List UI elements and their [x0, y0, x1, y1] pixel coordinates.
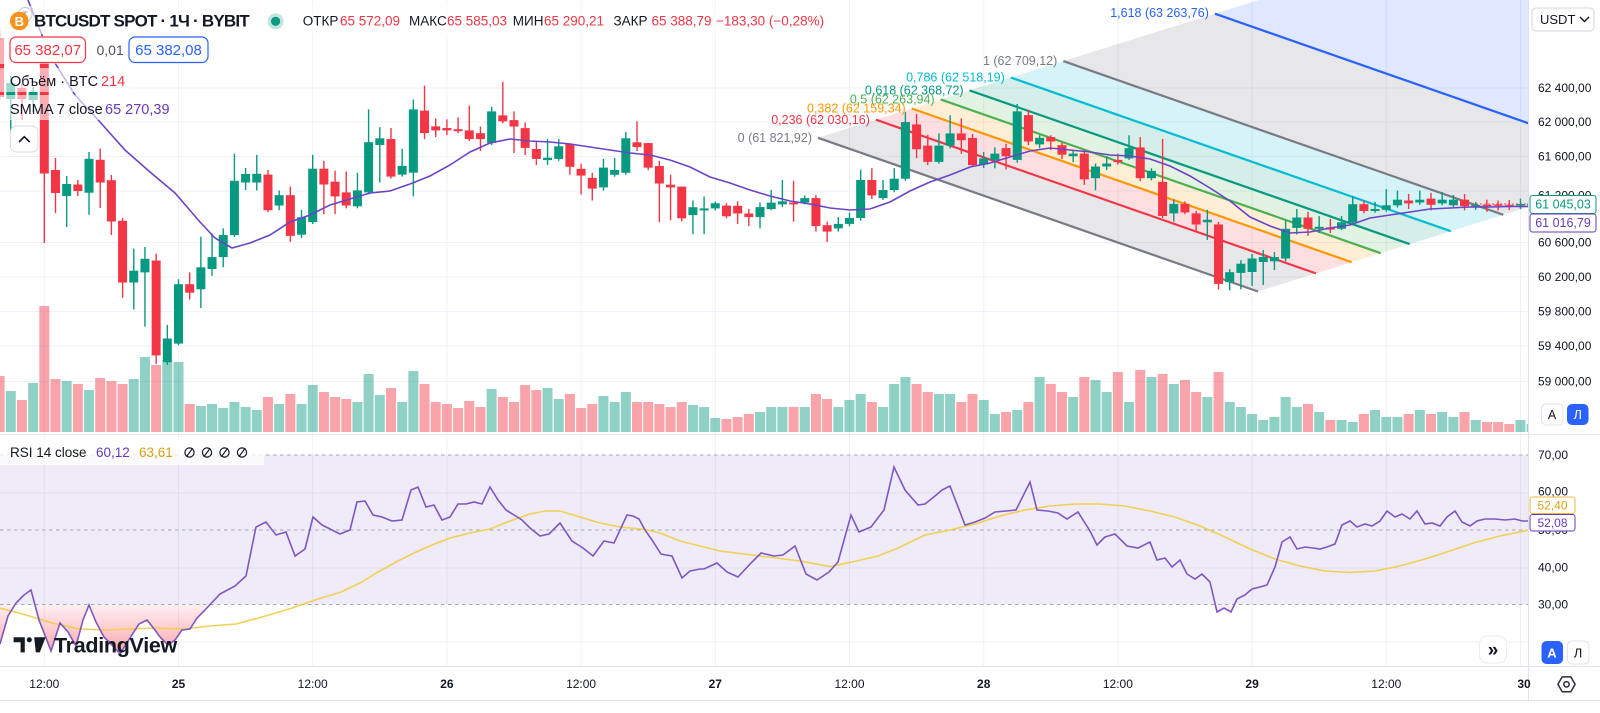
svg-text:62 000,00: 62 000,00: [1538, 115, 1592, 129]
svg-text:12:00: 12:00: [1103, 677, 1133, 691]
svg-text:0,01: 0,01: [97, 42, 124, 58]
svg-text:Л: Л: [1574, 408, 1582, 422]
svg-text:B: B: [15, 14, 24, 29]
svg-text:А: А: [1548, 408, 1557, 422]
svg-text:12:00: 12:00: [29, 677, 59, 691]
svg-text:А: А: [1547, 646, 1557, 661]
svg-text:70,00: 70,00: [1538, 448, 1568, 462]
svg-text:ЗАКР: ЗАКР: [614, 14, 648, 29]
svg-text:12:00: 12:00: [566, 677, 596, 691]
svg-text:12:00: 12:00: [298, 677, 328, 691]
svg-text:−183,30 (−0,28%): −183,30 (−0,28%): [716, 14, 824, 29]
svg-text:МИН: МИН: [513, 14, 544, 29]
svg-text:BTCUSDT SPOT · 1Ч · BYBIT: BTCUSDT SPOT · 1Ч · BYBIT: [34, 12, 250, 31]
svg-text:61 016,79: 61 016,79: [1535, 216, 1591, 230]
svg-text:65 382,08: 65 382,08: [135, 42, 202, 59]
svg-text:12:00: 12:00: [1371, 677, 1401, 691]
svg-text:65 382,07: 65 382,07: [14, 42, 81, 59]
svg-text:61 045,03: 61 045,03: [1535, 198, 1591, 212]
svg-text:12:00: 12:00: [834, 677, 864, 691]
svg-text:0,236 (62 030,16): 0,236 (62 030,16): [771, 113, 870, 127]
svg-text:59 400,00: 59 400,00: [1538, 339, 1592, 353]
svg-text:52,40: 52,40: [1537, 499, 1567, 513]
svg-text:TradingView: TradingView: [54, 634, 178, 658]
svg-text:0,786 (62 518,19): 0,786 (62 518,19): [906, 71, 1005, 85]
svg-text:65 270,39: 65 270,39: [105, 102, 170, 118]
svg-text:25: 25: [172, 677, 186, 691]
svg-text:60 600,00: 60 600,00: [1538, 236, 1592, 250]
svg-text:60 200,00: 60 200,00: [1538, 270, 1592, 284]
svg-text:27: 27: [709, 677, 723, 691]
svg-text:65 290,21: 65 290,21: [544, 14, 604, 29]
svg-text:USDT: USDT: [1540, 12, 1575, 27]
svg-text:»: »: [1488, 640, 1499, 661]
svg-text:RSI 14 close: RSI 14 close: [10, 445, 87, 460]
svg-text:52,08: 52,08: [1537, 516, 1567, 530]
svg-text:1,618 (63 263,76): 1,618 (63 263,76): [1110, 6, 1209, 20]
svg-text:40,00: 40,00: [1538, 561, 1568, 575]
svg-text:1 (62 709,12): 1 (62 709,12): [983, 54, 1057, 68]
svg-text:29: 29: [1245, 677, 1259, 691]
svg-text:28: 28: [977, 677, 991, 691]
svg-text:26: 26: [440, 677, 454, 691]
svg-text:62 400,00: 62 400,00: [1538, 81, 1592, 95]
svg-text:МАКС: МАКС: [409, 14, 447, 29]
svg-text:65 572,09: 65 572,09: [340, 14, 400, 29]
svg-text:Л: Л: [1574, 646, 1583, 661]
svg-text:214: 214: [101, 74, 125, 90]
svg-text:63,61: 63,61: [139, 445, 173, 460]
svg-text:Объём · BTC: Объём · BTC: [10, 74, 98, 90]
svg-text:65 388,79: 65 388,79: [652, 14, 712, 29]
svg-text:59 800,00: 59 800,00: [1538, 305, 1592, 319]
svg-text:60,12: 60,12: [96, 445, 130, 460]
svg-text:0 (61 821,92): 0 (61 821,92): [738, 131, 812, 145]
svg-text:ОТКР: ОТКР: [303, 14, 339, 29]
svg-text:61 600,00: 61 600,00: [1538, 150, 1592, 164]
svg-text:SMMA 7 close: SMMA 7 close: [10, 102, 103, 118]
svg-text:30,00: 30,00: [1538, 598, 1568, 612]
svg-text:65 585,03: 65 585,03: [447, 14, 507, 29]
svg-text:30: 30: [1517, 677, 1531, 691]
svg-text:59 000,00: 59 000,00: [1538, 375, 1592, 389]
